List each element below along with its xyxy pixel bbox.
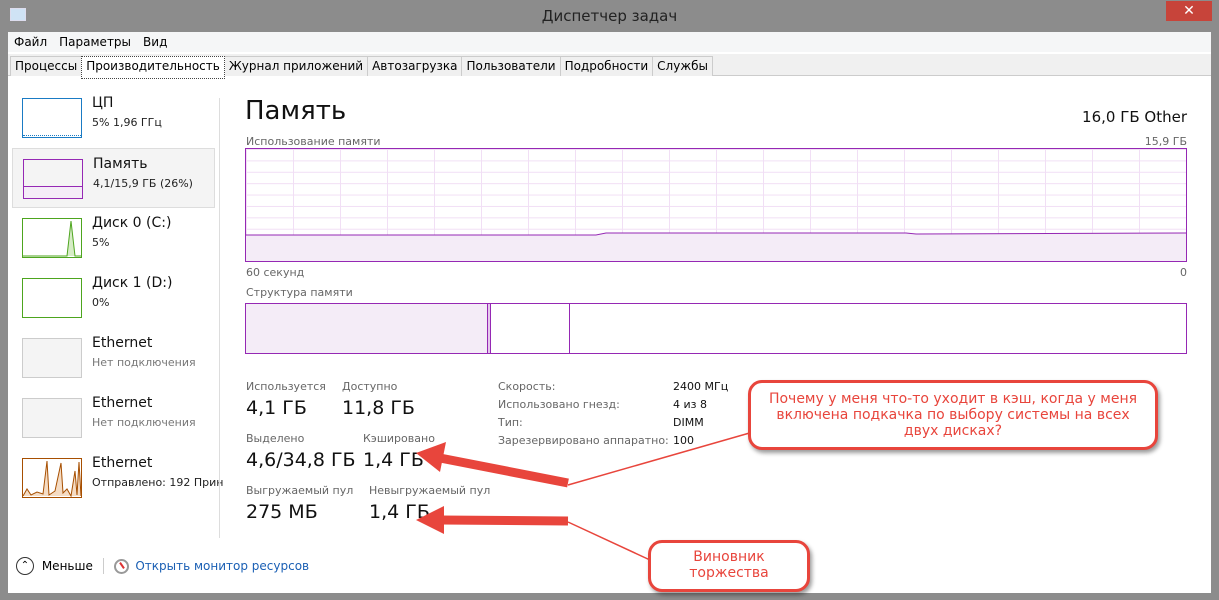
sidebar-item-sub: Отправлено: 192 Прин: [92, 476, 224, 489]
cached-label: Кэшировано: [363, 432, 435, 445]
in-use-value: 4,1 ГБ: [246, 397, 307, 419]
tab-services[interactable]: Службы: [652, 56, 714, 76]
usage-area: [246, 233, 1186, 261]
sidebar-item-memory[interactable]: Память 4,1/15,9 ГБ (26%): [12, 148, 215, 208]
ethernet-2-mini-graph: [22, 398, 82, 438]
available-value: 11,8 ГБ: [342, 397, 415, 419]
detail-value: 4 из 8: [673, 398, 707, 411]
paged-pool-value: 275 МБ: [246, 501, 318, 523]
task-manager-icon: [10, 8, 26, 21]
in-use-segment: [246, 304, 488, 353]
structure-label: Структура памяти: [246, 286, 353, 299]
detail-value: 100: [673, 434, 694, 447]
memory-total: 16,0 ГБ Other: [1082, 108, 1187, 126]
resource-list: ЦП 5% 1,96 ГГц Память 4,1/15,9 ГБ (26%) Диск…: [12, 88, 223, 508]
memory-mini-graph: [23, 159, 83, 199]
window-content: Файл Параметры Вид Процессы Производительно…: [8, 32, 1211, 593]
callout1-pointer: [567, 429, 761, 486]
arrow-nonpaged-head: [416, 506, 444, 534]
close-button[interactable]: ✕: [1166, 1, 1212, 21]
sidebar-item-name: Память: [93, 156, 148, 172]
usage-max: 15,9 ГБ: [1144, 135, 1187, 148]
tab-startup[interactable]: Автозагрузка: [367, 56, 463, 76]
arrow-cached-head: [416, 442, 446, 472]
chevron-up-icon[interactable]: ⌃: [16, 557, 34, 575]
standby-segment: [491, 304, 570, 353]
sidebar-item-name: Ethernet: [92, 455, 153, 471]
menu-view[interactable]: Вид: [143, 35, 168, 49]
committed-value: 4,6/34,8 ГБ: [246, 449, 356, 471]
nonpaged-pool-value: 1,4 ГБ: [369, 501, 430, 523]
memory-usage-graph: [245, 148, 1187, 262]
arrow-nonpaged: [439, 515, 569, 526]
ethernet-1-mini-graph: [22, 338, 82, 378]
tab-users[interactable]: Пользователи: [461, 56, 561, 76]
ethernet-3-mini-graph: [22, 458, 82, 498]
memory-structure-bar: [245, 303, 1187, 354]
tab-details[interactable]: Подробности: [559, 56, 654, 76]
divider: [219, 98, 220, 538]
title-bar: Диспетчер задач ✕: [0, 0, 1219, 32]
committed-label: Выделено: [246, 432, 305, 445]
question-callout: Почему у меня что-то уходит в кэш, когда…: [748, 380, 1158, 450]
window-title: Диспетчер задач: [541, 7, 678, 25]
page-title: Память: [245, 96, 347, 126]
in-use-label: Используется: [246, 380, 326, 393]
fewer-details-button[interactable]: Меньше: [41, 559, 93, 573]
sidebar-item-name: Диск 0 (C:): [92, 215, 172, 231]
separator: [102, 558, 104, 574]
sidebar-item-ethernet-1[interactable]: Ethernet Нет подключения: [12, 328, 215, 388]
sidebar-item-disk-0[interactable]: Диск 0 (C:) 5%: [12, 208, 215, 268]
menu-bar: Файл Параметры Вид: [8, 32, 1211, 52]
detail-value: 2400 МГц: [673, 380, 729, 393]
available-label: Доступно: [342, 380, 398, 393]
cpu-mini-graph: [22, 98, 82, 138]
detail-label: Использовано гнезд:: [498, 398, 620, 411]
paged-pool-label: Выгружаемый пул: [246, 484, 354, 497]
time-right: 0: [1180, 266, 1187, 279]
culprit-callout: Виновник торжества: [648, 540, 810, 592]
footer: ⌃ Меньше Открыть монитор ресурсов: [16, 557, 309, 575]
tab-processes[interactable]: Процессы: [10, 56, 83, 76]
sidebar-item-ethernet-2[interactable]: Ethernet Нет подключения: [12, 388, 215, 448]
usage-label: Использование памяти: [246, 135, 381, 148]
sidebar-item-sub: 4,1/15,9 ГБ (26%): [93, 177, 193, 190]
sidebar-item-sub: Нет подключения: [92, 356, 196, 369]
nonpaged-pool-label: Невыгружаемый пул: [369, 484, 491, 497]
menu-options[interactable]: Параметры: [59, 35, 132, 49]
sidebar-item-name: Ethernet: [92, 335, 153, 351]
usage-line: [246, 232, 1186, 236]
sidebar-item-sub: Нет подключения: [92, 416, 196, 429]
tab-bar: Процессы Производительность Журнал приложе…: [8, 54, 1211, 79]
sidebar-item-name: Ethernet: [92, 395, 153, 411]
arrow-cached: [439, 453, 569, 488]
sidebar-item-name: ЦП: [92, 95, 114, 111]
modified-segment: [488, 304, 491, 353]
sidebar-item-sub: 0%: [92, 296, 110, 309]
detail-label: Зарезервировано аппаратно:: [498, 434, 669, 447]
time-left: 60 секунд: [246, 266, 305, 279]
open-resource-monitor-link[interactable]: Открыть монитор ресурсов: [135, 559, 310, 573]
sidebar-item-cpu[interactable]: ЦП 5% 1,96 ГГц: [12, 88, 215, 148]
cached-value: 1,4 ГБ: [363, 449, 424, 471]
callout2-pointer: [567, 521, 651, 561]
tab-performance[interactable]: Производительность: [81, 56, 225, 79]
disk-1-mini-graph: [22, 278, 82, 318]
detail-label: Тип:: [498, 416, 523, 429]
tab-app-history[interactable]: Журнал приложений: [223, 56, 369, 76]
sidebar-item-sub: 5%: [92, 236, 110, 249]
resource-monitor-icon: [113, 558, 129, 574]
sidebar-item-disk-1[interactable]: Диск 1 (D:) 0%: [12, 268, 215, 328]
detail-value: DIMM: [673, 416, 704, 429]
detail-label: Скорость:: [498, 380, 556, 393]
sidebar-item-sub: 5% 1,96 ГГц: [92, 116, 162, 129]
sidebar-item-name: Диск 1 (D:): [92, 275, 173, 291]
menu-file[interactable]: Файл: [14, 35, 48, 49]
sidebar-item-ethernet-3[interactable]: Ethernet Отправлено: 192 Прин: [12, 448, 223, 508]
disk-0-mini-graph: [22, 218, 82, 258]
